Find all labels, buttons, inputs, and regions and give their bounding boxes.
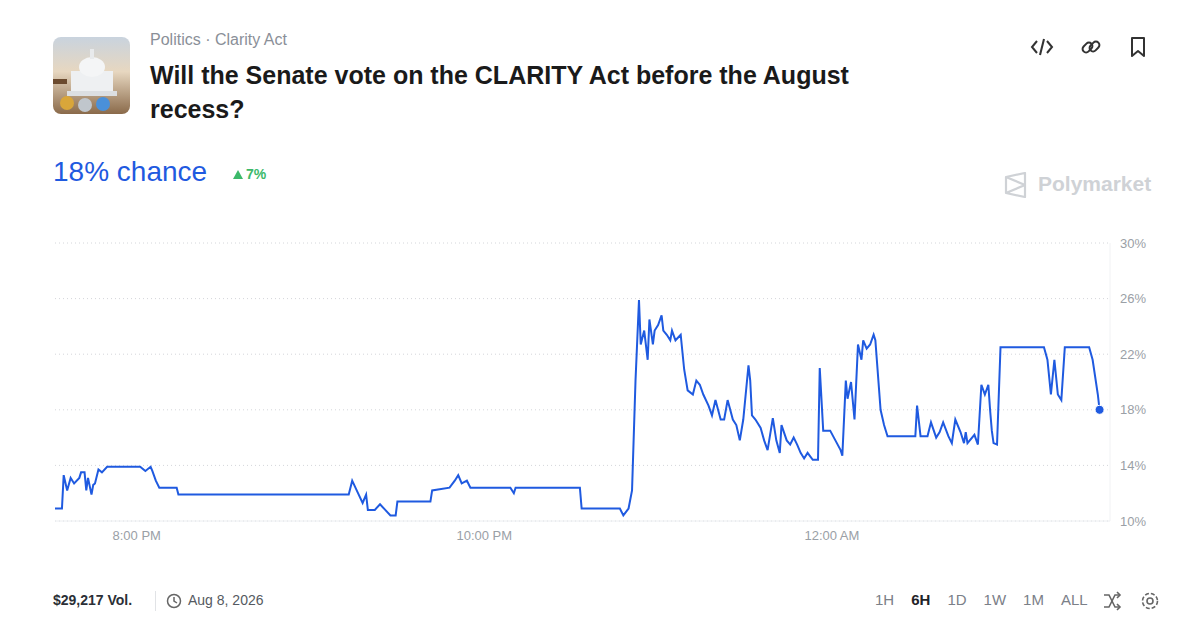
html-text:18% chance: 18% chance bbox=[53, 156, 208, 187]
html-text:Politics · Clarity Act: Politics · Clarity Act bbox=[150, 31, 287, 48]
svg-text:8:00 PM: 8:00 PM bbox=[112, 528, 160, 543]
html-text:Polymarket: Polymarket bbox=[1038, 172, 1152, 195]
svg-text:12:00 AM: 12:00 AM bbox=[804, 528, 859, 543]
html-text:1H: 1H bbox=[875, 591, 895, 608]
svg-text:30%: 30% bbox=[1120, 236, 1146, 251]
html-text:1D: 1D bbox=[947, 591, 967, 608]
svg-text:10:00 PM: 10:00 PM bbox=[456, 528, 512, 543]
svg-text:18%: 18% bbox=[1120, 402, 1146, 417]
html-text:$29,217 Vol.: $29,217 Vol. bbox=[53, 592, 133, 608]
html-text:6H: 6H bbox=[911, 591, 931, 608]
html-text:1M: 1M bbox=[1023, 591, 1044, 608]
html-text:ALL: ALL bbox=[1060, 591, 1088, 608]
html-text:Aug 8, 2026: Aug 8, 2026 bbox=[188, 592, 264, 608]
svg-text:14%: 14% bbox=[1120, 458, 1146, 473]
svg-text:22%: 22% bbox=[1120, 347, 1146, 362]
html-text:1W: 1W bbox=[983, 591, 1007, 608]
svg-text:10%: 10% bbox=[1120, 514, 1146, 529]
html-text:Will the Senate vote on the CL: Will the Senate vote on the CLARITY Act … bbox=[150, 61, 849, 123]
html-text:7%: 7% bbox=[246, 166, 267, 182]
svg-text:26%: 26% bbox=[1120, 291, 1146, 306]
